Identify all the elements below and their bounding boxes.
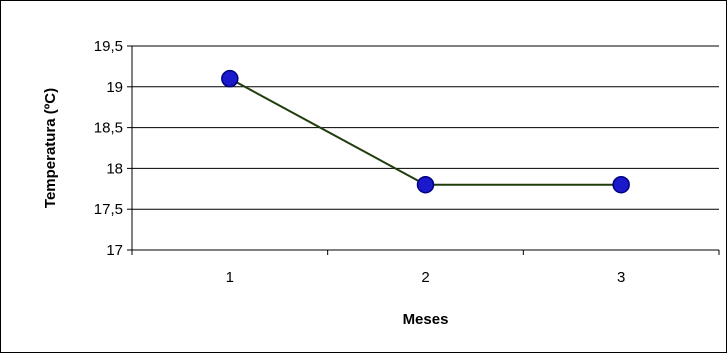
x-axis-title: Meses — [403, 311, 449, 328]
y-tick-label: 18,5 — [94, 120, 123, 137]
data-point — [221, 69, 239, 88]
x-tick-label: 1 — [226, 269, 234, 286]
y-tick-label: 19 — [106, 79, 123, 96]
y-tick-label: 18 — [106, 160, 123, 177]
data-point — [416, 175, 435, 194]
x-tick-label: 2 — [421, 269, 429, 286]
axes — [127, 45, 720, 255]
y-tick-label: 17 — [106, 242, 123, 259]
y-axis-title: Temperatura (ºC) — [42, 88, 59, 208]
data-point — [612, 175, 630, 194]
x-tick-labels: 1 2 3 — [226, 269, 626, 286]
x-tick-label: 3 — [617, 269, 625, 286]
y-tick-label: 17,5 — [94, 201, 123, 218]
y-tick-labels: 17 17,5 18 18,5 19 19,5 — [94, 38, 123, 259]
series — [221, 69, 630, 194]
y-tick-label: 19,5 — [94, 38, 123, 55]
